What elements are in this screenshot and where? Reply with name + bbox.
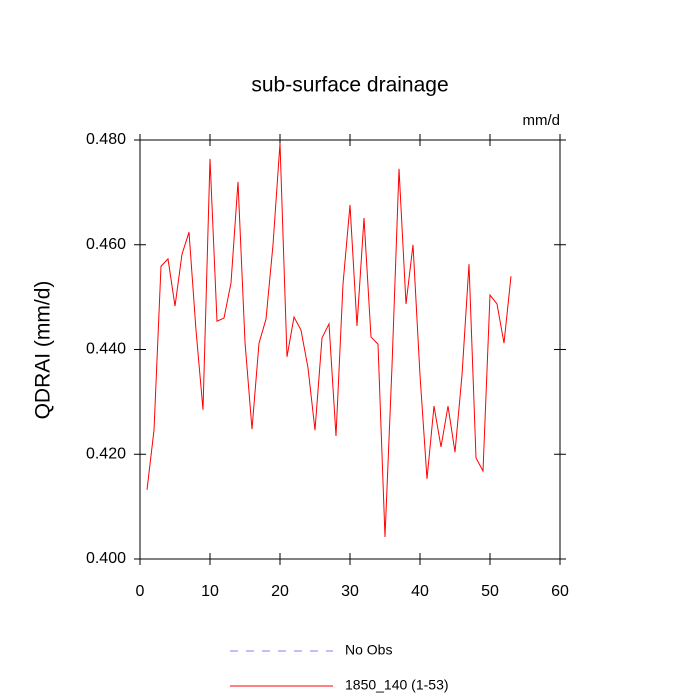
x-tick-label: 30 [341,583,359,600]
y-tick-label: 0.420 [86,445,126,462]
y-tick-label: 0.460 [86,236,126,253]
y-tick-label: 0.480 [86,131,126,148]
y-tick-label: 0.400 [86,550,126,567]
x-tick-label: 50 [481,583,499,600]
legend-label: No Obs [345,642,392,658]
x-tick-label: 20 [271,583,289,600]
y-axis-label: QDRAI (mm/d) [32,281,55,420]
plot-frame [139,139,561,560]
x-tick-label: 10 [201,583,219,600]
units-label: mm/d [523,112,561,129]
x-tick-label: 60 [551,583,569,600]
chart-title: sub-surface drainage [251,74,448,97]
x-tick-label: 0 [136,583,145,600]
y-tick-label: 0.440 [86,341,126,358]
data-line [146,143,512,538]
x-tick-label: 40 [411,583,429,600]
legend-label: 1850_140 (1-53) [345,677,449,693]
